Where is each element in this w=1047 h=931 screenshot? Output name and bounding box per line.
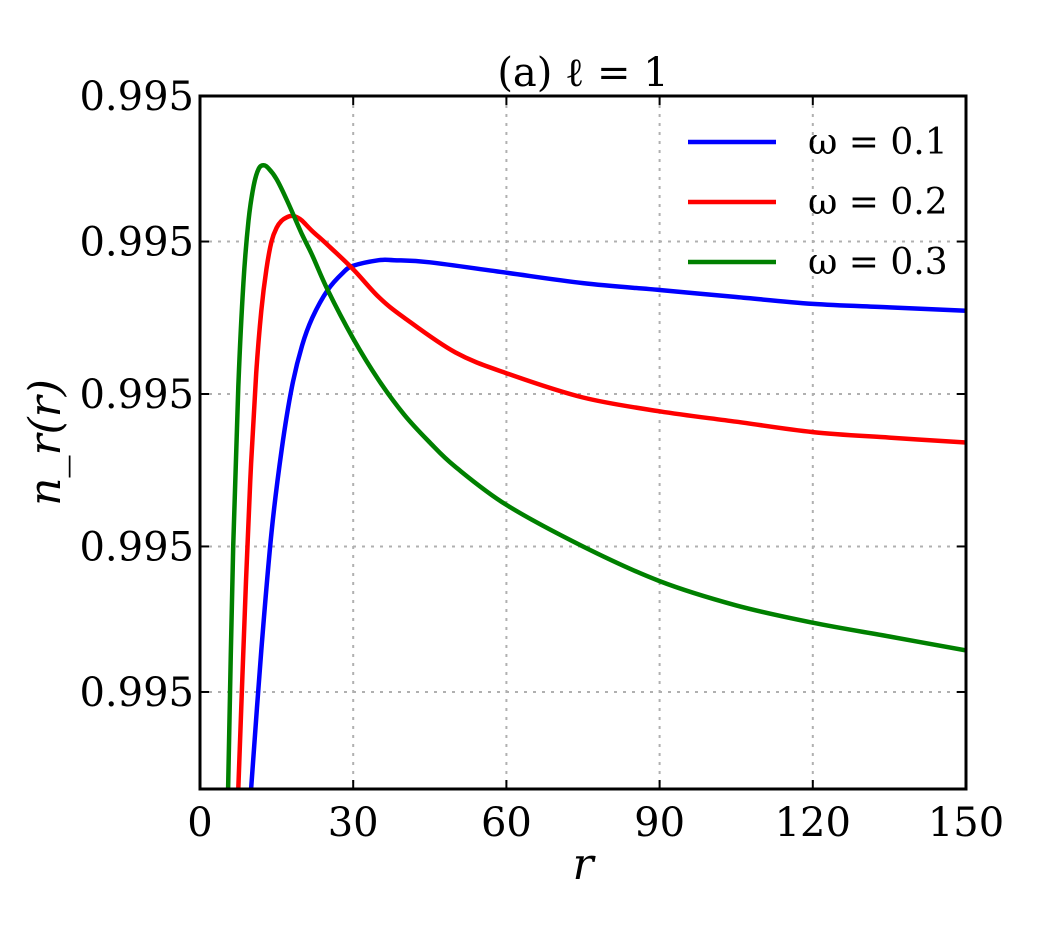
grid-lines <box>200 96 966 789</box>
y-axis-title: n_r(r) <box>20 379 71 506</box>
series-line <box>236 213 966 789</box>
legend: ω = 0.1 ω = 0.2 ω = 0.3 <box>688 122 948 283</box>
x-tick-label: 0 <box>187 800 212 846</box>
y-tick-label: 0.995 <box>79 220 194 266</box>
series-line <box>225 163 966 789</box>
x-tick-labels: 0 30 60 90 120 150 <box>187 800 1004 846</box>
x-tick-label: 30 <box>328 800 379 846</box>
y-tick-labels: 0.995 0.995 0.995 0.995 0.995 <box>79 74 194 716</box>
legend-label: ω = 0.2 <box>808 182 948 223</box>
plot-frame <box>198 94 968 791</box>
x-axis-title: r <box>572 839 596 890</box>
y-tick-label: 0.995 <box>79 74 194 120</box>
chart-title: (a) ℓ = 1 <box>497 50 668 96</box>
legend-label: ω = 0.1 <box>808 122 948 163</box>
axis-ticks <box>199 96 967 789</box>
series-line <box>248 257 966 789</box>
x-tick-label: 120 <box>775 800 851 846</box>
series-lines <box>225 163 966 789</box>
x-tick-label: 90 <box>634 800 685 846</box>
y-tick-label: 0.995 <box>79 670 194 716</box>
x-tick-label: 150 <box>928 800 1004 846</box>
x-tick-label: 60 <box>481 800 532 846</box>
legend-label: ω = 0.3 <box>808 242 948 283</box>
y-tick-label: 0.995 <box>79 372 194 418</box>
y-tick-label: 0.995 <box>79 524 194 570</box>
